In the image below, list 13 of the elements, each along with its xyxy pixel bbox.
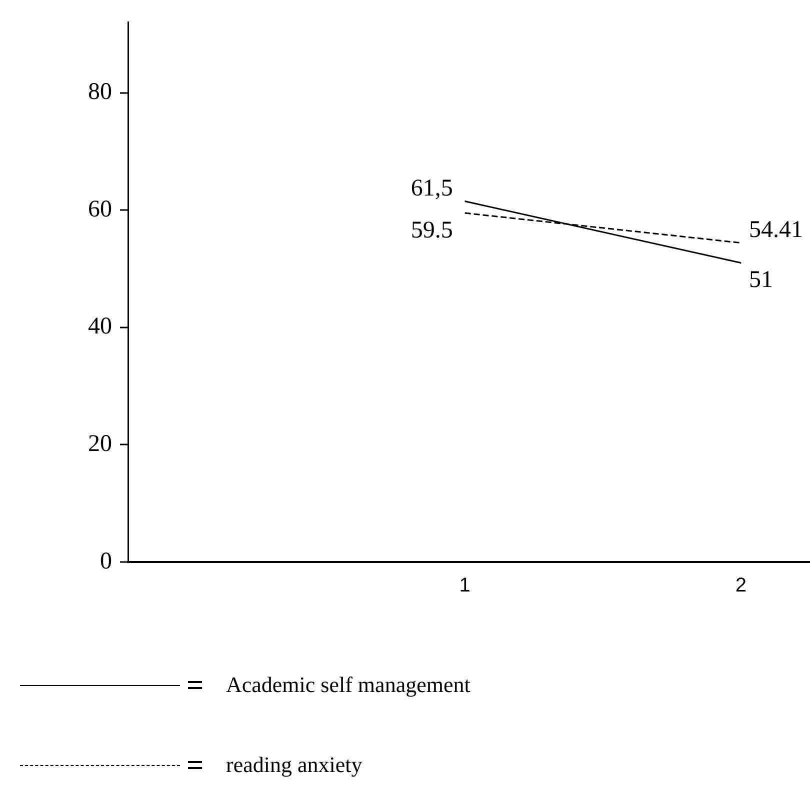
data-label: 59.5 — [410, 217, 453, 244]
y-tick-label: 80 — [88, 79, 112, 106]
data-label: 61,5 — [410, 176, 453, 202]
x-tick-label: 1 — [459, 574, 470, 597]
legend-label: reading anxiety — [226, 752, 362, 778]
data-label: 54.41 — [748, 217, 803, 244]
y-tick-label: 60 — [88, 196, 112, 222]
y-tick-label: 40 — [88, 314, 112, 340]
y-tick-label: 0 — [100, 548, 112, 574]
y-tick-label: 20 — [88, 430, 112, 457]
data-label: 51 — [748, 267, 773, 294]
x-tick-label: 2 — [735, 574, 747, 597]
legend-label: Academic self management — [226, 672, 470, 698]
